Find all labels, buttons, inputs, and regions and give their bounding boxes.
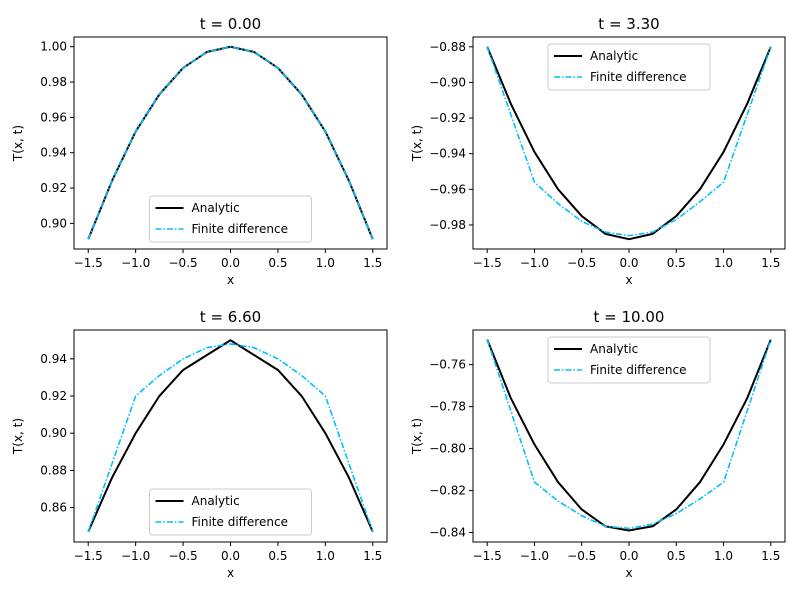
x-tick-label: 1.0 bbox=[714, 256, 733, 270]
x-tick-label: 1.0 bbox=[316, 256, 335, 270]
legend-box bbox=[547, 43, 711, 91]
series-line-finite-difference bbox=[486, 339, 772, 530]
x-tick-label: 1.5 bbox=[761, 256, 780, 270]
x-tick-label: −1.0 bbox=[520, 256, 549, 270]
legend-box bbox=[547, 336, 711, 384]
y-tick-label: −0.98 bbox=[429, 218, 466, 232]
y-tick-label: −0.96 bbox=[429, 182, 466, 196]
legend-label-analytic: Analytic bbox=[590, 49, 638, 63]
legend-label-finite-difference: Finite difference bbox=[192, 222, 288, 236]
y-tick-label: 0.96 bbox=[40, 110, 67, 124]
x-axis-label: x bbox=[227, 273, 234, 287]
legend: Analytic Finite difference bbox=[547, 336, 711, 384]
chart-title: t = 0.00 bbox=[200, 15, 261, 33]
x-tick-label: 0.5 bbox=[667, 549, 686, 563]
x-tick-label: 1.0 bbox=[714, 549, 733, 563]
x-tick-label: 0.5 bbox=[667, 256, 686, 270]
legend: Analytic Finite difference bbox=[149, 488, 312, 536]
legend-label-analytic: Analytic bbox=[590, 342, 638, 356]
legend-label-finite-difference: Finite difference bbox=[590, 70, 686, 84]
x-tick-label: −1.0 bbox=[121, 256, 150, 270]
x-tick-label: −0.5 bbox=[567, 256, 596, 270]
chart-panel-4: −1.5 −1.0 −0.5 0.0 0.5 1.0 1.5 −0.84 −0.82 −0.80 −… bbox=[410, 308, 786, 580]
legend: Analytic Finite difference bbox=[547, 43, 711, 91]
x-tick-label: −1.5 bbox=[473, 256, 502, 270]
y-tick-label: −0.94 bbox=[429, 147, 466, 161]
legend-label-finite-difference: Finite difference bbox=[590, 363, 686, 377]
chart-panel-3: −1.5 −1.0 −0.5 0.0 0.5 1.0 1.5 0.86 0.88 0.90 0.92… bbox=[11, 308, 388, 580]
x-tick-label: 1.5 bbox=[363, 256, 382, 270]
x-tick-label: 0.5 bbox=[268, 549, 287, 563]
y-tick-label: −0.90 bbox=[429, 75, 466, 89]
chart-title: t = 3.30 bbox=[598, 15, 659, 33]
x-tick-label: 1.5 bbox=[363, 549, 382, 563]
x-tick-label: 1.0 bbox=[316, 549, 335, 563]
legend-box bbox=[149, 488, 312, 536]
x-axis-label: x bbox=[625, 273, 632, 287]
y-tick-label: 0.98 bbox=[40, 75, 67, 89]
y-tick-label: −0.82 bbox=[429, 484, 466, 498]
x-tick-label: −1.0 bbox=[121, 549, 150, 563]
y-tick-label: 0.94 bbox=[40, 146, 67, 160]
x-tick-label: −0.5 bbox=[567, 549, 596, 563]
y-tick-label: −0.80 bbox=[429, 442, 466, 456]
series-line-finite-difference bbox=[87, 343, 374, 533]
x-tick-label: 0.0 bbox=[619, 549, 638, 563]
legend-box bbox=[149, 195, 312, 243]
y-tick-label: 1.00 bbox=[40, 40, 67, 54]
legend: Analytic Finite difference bbox=[149, 195, 312, 243]
x-axis-label: x bbox=[227, 566, 234, 580]
series-line-finite-difference bbox=[486, 46, 772, 237]
chart-panel-2: −1.5 −1.0 −0.5 0.0 0.5 1.0 1.5 −0.98 −0.96 −0.94 −… bbox=[410, 15, 786, 287]
x-tick-label: −0.5 bbox=[169, 549, 198, 563]
y-tick-label: −0.92 bbox=[429, 111, 466, 125]
y-tick-label: 0.90 bbox=[40, 216, 67, 230]
y-tick-label: −0.84 bbox=[429, 526, 466, 540]
chart-title: t = 10.00 bbox=[594, 308, 665, 326]
legend-label-finite-difference: Finite difference bbox=[192, 515, 288, 529]
y-tick-label: 0.94 bbox=[40, 352, 67, 366]
y-axis-label: T(x, t) bbox=[410, 125, 424, 162]
y-tick-label: 0.92 bbox=[40, 389, 67, 403]
y-axis-label: T(x, t) bbox=[11, 418, 25, 455]
y-axis-label: T(x, t) bbox=[11, 125, 25, 162]
y-tick-label: −0.76 bbox=[429, 358, 466, 372]
y-tick-label: −0.78 bbox=[429, 400, 466, 414]
x-tick-label: 1.5 bbox=[761, 549, 780, 563]
x-tick-label: −1.0 bbox=[520, 549, 549, 563]
x-tick-label: −1.5 bbox=[473, 549, 502, 563]
series-line-analytic bbox=[87, 339, 374, 533]
x-tick-label: 0.5 bbox=[268, 256, 287, 270]
legend-label-analytic: Analytic bbox=[192, 201, 240, 215]
x-tick-label: −1.5 bbox=[74, 256, 103, 270]
x-tick-label: 0.0 bbox=[619, 256, 638, 270]
x-tick-label: 0.0 bbox=[221, 549, 240, 563]
chart-title: t = 6.60 bbox=[200, 308, 261, 326]
series-line-analytic bbox=[486, 339, 772, 532]
x-tick-label: 0.0 bbox=[221, 256, 240, 270]
y-tick-label: −0.88 bbox=[429, 40, 466, 54]
x-tick-label: −0.5 bbox=[169, 256, 198, 270]
y-tick-label: 0.92 bbox=[40, 181, 67, 195]
y-tick-label: 0.88 bbox=[40, 463, 67, 477]
y-axis-label: T(x, t) bbox=[410, 418, 424, 455]
y-tick-label: 0.90 bbox=[40, 426, 67, 440]
series-line-finite-difference bbox=[87, 45, 374, 240]
y-tick-label: 0.86 bbox=[40, 501, 67, 515]
x-tick-label: −1.5 bbox=[74, 549, 103, 563]
series-line-analytic bbox=[486, 46, 772, 241]
x-axis-label: x bbox=[625, 566, 632, 580]
legend-label-analytic: Analytic bbox=[192, 494, 240, 508]
chart-panel-1: −1.5 −1.0 −0.5 0.0 0.5 1.0 1.5 0.90 0.92 0.94 0.96… bbox=[11, 15, 388, 287]
